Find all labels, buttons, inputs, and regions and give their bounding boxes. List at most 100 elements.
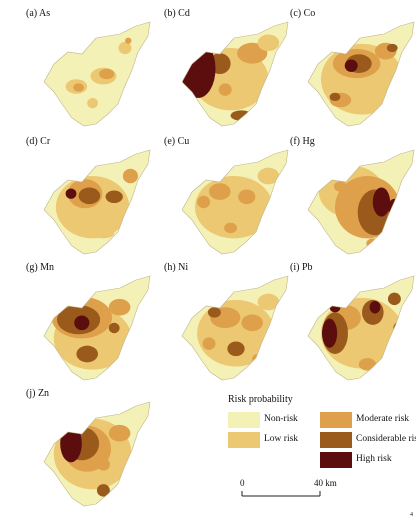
risk-zones bbox=[320, 292, 407, 371]
risk-zone-low bbox=[257, 34, 280, 52]
risk-map bbox=[43, 21, 151, 127]
risk-zone-mod bbox=[96, 458, 110, 471]
risk-zone-mod bbox=[218, 83, 232, 96]
map-panel: (c) Co bbox=[288, 8, 416, 134]
map-panel: (j) Zn bbox=[24, 388, 152, 514]
legend-label: Low risk bbox=[264, 434, 299, 444]
risk-zone-mod bbox=[237, 42, 268, 64]
risk-zone-con bbox=[329, 92, 341, 102]
risk-zone-mod bbox=[366, 238, 380, 249]
risk-zone-con bbox=[96, 484, 110, 497]
risk-zone-mod bbox=[358, 358, 377, 371]
risk-zone-mod bbox=[73, 83, 84, 92]
risk-zones bbox=[51, 296, 132, 370]
risk-zones bbox=[318, 165, 401, 249]
map-panel: (b) Cd bbox=[162, 8, 290, 134]
risk-zone-mod bbox=[202, 337, 216, 350]
legend-swatch bbox=[228, 432, 260, 448]
risk-zone-mod bbox=[224, 222, 238, 234]
panel-label: (h) Ni bbox=[164, 262, 189, 273]
risk-map bbox=[181, 149, 289, 255]
risk-map bbox=[43, 275, 151, 381]
panel-label: (g) Mn bbox=[26, 262, 55, 273]
risk-zone-mod bbox=[241, 314, 263, 332]
map-panel: (i) Pb bbox=[288, 262, 416, 388]
risk-zone-con bbox=[105, 190, 123, 204]
panel-label: (i) Pb bbox=[290, 262, 313, 273]
scale-distance-label: 40 km bbox=[314, 478, 337, 488]
risk-zones bbox=[182, 34, 280, 121]
risk-zone-mod bbox=[122, 168, 138, 184]
legend-swatch bbox=[320, 452, 352, 468]
risk-zone-mod bbox=[108, 424, 131, 442]
risk-zone-mod bbox=[125, 37, 132, 44]
risk-zone-low bbox=[92, 228, 115, 239]
risk-zone-high bbox=[322, 318, 338, 348]
risk-zone-mod bbox=[108, 298, 131, 316]
risk-zone-con bbox=[227, 341, 245, 357]
panel-label: (c) Co bbox=[290, 8, 316, 19]
scale-bar: 0 40 km bbox=[238, 478, 337, 504]
risk-map bbox=[43, 149, 151, 255]
map-panel: (f) Hg bbox=[288, 136, 416, 262]
risk-zone-con bbox=[230, 110, 253, 121]
legend: Risk probability Non-risk Moderate risk … bbox=[228, 394, 416, 514]
map-panel: (a) As bbox=[24, 8, 152, 134]
risk-map bbox=[307, 275, 415, 381]
map-panel: (g) Mn bbox=[24, 262, 152, 388]
risk-map bbox=[181, 275, 289, 381]
panel-label: (f) Hg bbox=[290, 136, 315, 147]
risk-zones bbox=[197, 293, 280, 367]
panel-label: (a) As bbox=[26, 8, 51, 19]
risk-zone-mod bbox=[333, 181, 347, 192]
risk-zone-con bbox=[78, 187, 101, 205]
risk-zone-mod bbox=[209, 183, 231, 200]
risk-zone-mod bbox=[252, 354, 263, 365]
risk-map bbox=[43, 401, 151, 507]
legend-label: Considerable risk bbox=[356, 434, 416, 444]
legend-swatch bbox=[228, 412, 260, 428]
risk-zone-con bbox=[207, 307, 221, 318]
risk-zone-low bbox=[257, 293, 280, 311]
risk-zone-low bbox=[257, 167, 280, 185]
map-panel: (h) Ni bbox=[162, 262, 290, 388]
risk-zone-low bbox=[118, 41, 132, 55]
legend-swatch bbox=[320, 432, 352, 448]
legend-label: High risk bbox=[356, 454, 392, 464]
scale-zero-label: 0 bbox=[240, 478, 245, 488]
panel-label: (e) Cu bbox=[164, 136, 190, 147]
risk-map bbox=[307, 21, 415, 127]
risk-zones bbox=[194, 167, 280, 239]
panel-label: (b) Cd bbox=[164, 8, 190, 19]
map-panel: (e) Cu bbox=[162, 136, 290, 262]
risk-zones bbox=[55, 168, 138, 239]
risk-zone-mod bbox=[197, 195, 211, 209]
legend-label: Moderate risk bbox=[356, 414, 410, 424]
risk-zone-high bbox=[372, 187, 391, 217]
risk-zone-high bbox=[74, 315, 90, 331]
legend-label: Non-risk bbox=[264, 414, 298, 424]
scale-bar-line bbox=[241, 491, 321, 497]
risk-zone-low bbox=[87, 97, 98, 109]
risk-zone-con bbox=[76, 345, 98, 363]
panel-label: (d) Cr bbox=[26, 136, 51, 147]
map-panel: (d) Cr bbox=[24, 136, 152, 262]
legend-swatch bbox=[320, 412, 352, 428]
legend-title: Risk probability bbox=[228, 394, 293, 405]
risk-zone-high bbox=[344, 59, 358, 72]
risk-zone-mod bbox=[238, 189, 256, 205]
risk-zone-mod bbox=[99, 68, 115, 80]
risk-map bbox=[307, 149, 415, 255]
panel-label: (j) Zn bbox=[26, 388, 50, 399]
risk-zone-mod bbox=[394, 72, 406, 86]
risk-zone-con bbox=[386, 43, 398, 53]
risk-zone-high bbox=[369, 300, 381, 314]
risk-zone-high bbox=[65, 188, 77, 199]
risk-zone-con bbox=[387, 292, 401, 306]
risk-zone-high bbox=[182, 39, 216, 98]
risk-zone-con bbox=[108, 322, 120, 334]
risk-zone-high bbox=[60, 424, 82, 463]
risk-zones bbox=[53, 418, 132, 497]
risk-map bbox=[181, 21, 289, 127]
risk-zone-con bbox=[393, 321, 407, 335]
